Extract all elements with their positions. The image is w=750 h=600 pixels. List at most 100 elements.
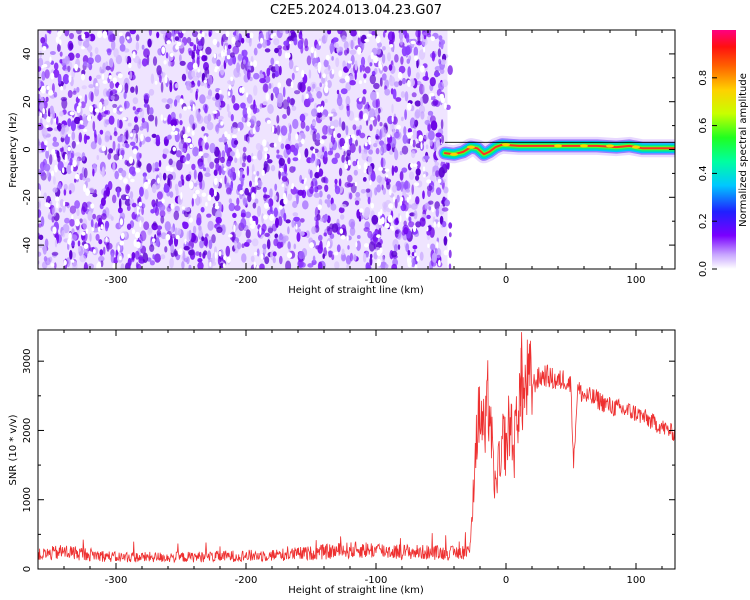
noise-speck (120, 149, 125, 156)
noise-speck (234, 205, 241, 211)
noise-speck (283, 235, 289, 242)
noise-speck (112, 103, 118, 109)
noise-gap (418, 134, 424, 142)
noise-speck (263, 194, 270, 199)
noise-speck (207, 75, 213, 86)
noise-gap (68, 232, 72, 241)
noise-speck (226, 103, 230, 113)
noise-speck (69, 218, 75, 227)
noise-speck (334, 152, 340, 159)
noise-gap (50, 263, 55, 267)
noise-gap (437, 221, 441, 228)
noise-speck (327, 227, 333, 236)
noise-speck (297, 134, 302, 142)
noise-speck (251, 152, 254, 162)
noise-speck (312, 131, 317, 142)
noise-speck (182, 250, 186, 261)
noise-gap (254, 181, 259, 186)
noise-speck (226, 187, 232, 195)
noise-speck (367, 156, 373, 163)
noise-speck (282, 45, 289, 51)
noise-speck (192, 225, 197, 234)
noise-speck (67, 242, 70, 251)
noise-speck (119, 35, 125, 45)
noise-speck (53, 62, 59, 71)
noise-speck (69, 32, 74, 40)
noise-speck (64, 217, 70, 224)
noise-gap (252, 155, 257, 160)
noise-speck (74, 178, 77, 183)
noise-speck (154, 206, 160, 216)
noise-speck (412, 245, 418, 250)
noise-speck (415, 30, 421, 38)
noise-speck (76, 157, 80, 167)
noise-speck (221, 163, 225, 174)
noise-speck (203, 250, 208, 256)
noise-speck (350, 30, 357, 37)
noise-gap (112, 107, 117, 114)
noise-speck (293, 243, 297, 250)
noise-gap (316, 165, 320, 173)
noise-speck (129, 30, 136, 35)
noise-speck (312, 121, 316, 127)
noise-speck (79, 254, 87, 263)
colorbar-tick-label: 0.2 (698, 213, 709, 229)
noise-speck (257, 149, 263, 161)
noise-gap (221, 50, 224, 58)
noise-speck (274, 70, 279, 78)
noise-gap (389, 225, 394, 229)
noise-gap (220, 121, 224, 126)
noise-gap (364, 142, 368, 147)
noise-gap (384, 168, 390, 172)
noise-gap (378, 166, 383, 172)
noise-gap (406, 196, 410, 203)
noise-speck (336, 95, 343, 107)
noise-speck (379, 122, 383, 127)
noise-speck (308, 92, 312, 99)
noise-speck (170, 244, 175, 254)
noise-gap (239, 190, 244, 195)
noise-speck (56, 150, 60, 159)
noise-speck (438, 35, 443, 41)
noise-gap (263, 147, 269, 152)
noise-speck (152, 254, 155, 260)
noise-speck (139, 141, 142, 148)
x-tick-label: -300 (105, 275, 128, 286)
noise-speck (193, 169, 197, 180)
noise-speck (191, 163, 196, 171)
colorbar-tick-label: 0.8 (698, 70, 709, 86)
noise-speck (275, 217, 279, 228)
noise-speck (67, 118, 72, 127)
noise-gap (70, 164, 74, 172)
noise-speck (52, 141, 60, 147)
noise-speck (191, 70, 196, 78)
noise-speck (360, 189, 366, 194)
noise-speck (264, 256, 270, 265)
noise-speck (261, 213, 264, 224)
noise-speck (315, 86, 321, 92)
noise-speck (259, 263, 265, 269)
noise-speck (149, 244, 155, 253)
noise-speck (229, 231, 236, 241)
noise-gap (355, 241, 358, 248)
noise-speck (201, 236, 205, 242)
noise-speck (355, 139, 358, 147)
noise-speck (158, 160, 162, 168)
noise-speck (74, 152, 82, 157)
noise-gap (228, 234, 233, 238)
noise-speck (147, 38, 152, 48)
noise-speck (229, 151, 235, 157)
noise-speck (375, 139, 381, 144)
noise-speck (362, 177, 367, 182)
noise-speck (70, 240, 76, 247)
noise-speck (72, 260, 78, 269)
noise-speck (95, 233, 100, 241)
noise-speck (92, 193, 98, 198)
y-tick-label: -20 (22, 189, 33, 205)
x-tick-label: 0 (503, 275, 509, 286)
noise-speck (348, 39, 356, 49)
noise-speck (299, 113, 306, 122)
noise-gap (139, 220, 142, 228)
noise-speck (74, 200, 80, 209)
